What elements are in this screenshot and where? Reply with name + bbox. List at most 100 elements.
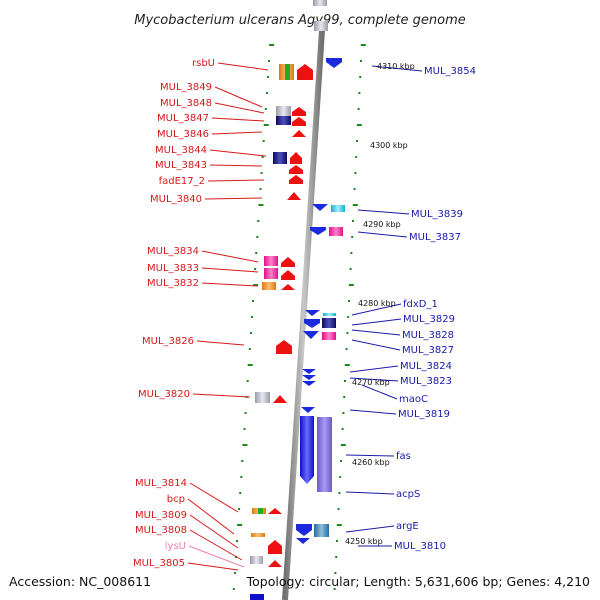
gene-block[interactable] [264, 256, 278, 266]
gene-arrow[interactable] [310, 227, 326, 235]
ruler-tick [356, 124, 362, 126]
gene-arrow[interactable] [296, 538, 310, 544]
gene-label[interactable]: MUL_3808 [135, 525, 187, 536]
gene-label[interactable]: MUL_3832 [147, 278, 199, 289]
gene-label[interactable]: bcp [167, 494, 185, 505]
gene-label[interactable]: fdxD_1 [403, 299, 438, 310]
gene-arrow[interactable] [302, 369, 316, 374]
ruler-tick [248, 348, 251, 350]
gene-label[interactable]: MUL_3824 [400, 361, 452, 372]
gene-block[interactable] [250, 594, 264, 600]
ruler-tick [240, 476, 243, 478]
gene-label[interactable]: MUL_3843 [155, 160, 207, 171]
leader-line [187, 498, 235, 535]
gene-label[interactable]: MUL_3834 [147, 246, 199, 257]
gene-label[interactable]: MUL_3839 [411, 209, 463, 220]
gene-block[interactable] [255, 392, 270, 403]
gene-arrow[interactable] [268, 508, 282, 514]
ruler-tick [356, 140, 358, 142]
ruler-tick [261, 156, 264, 158]
gene-arrow[interactable] [296, 524, 312, 536]
ruler-tick [354, 172, 357, 174]
gene-arrow[interactable] [302, 381, 316, 386]
ruler-tick [263, 124, 269, 126]
gene-block[interactable] [262, 282, 276, 290]
gene-label[interactable]: MUL_3833 [147, 263, 199, 274]
gene-arrow[interactable] [304, 319, 320, 328]
gene-arrow[interactable] [326, 58, 342, 68]
gene-block[interactable] [276, 116, 291, 125]
gene-block[interactable] [322, 332, 336, 340]
gene-block[interactable] [317, 417, 332, 492]
gene-label[interactable]: MUL_3849 [160, 82, 212, 93]
gene-label[interactable]: argE [396, 521, 419, 532]
gene-arrow[interactable] [302, 375, 316, 380]
gene-label[interactable]: fadE17_2 [159, 176, 205, 187]
gene-label[interactable]: MUL_3826 [142, 336, 194, 347]
gene-arrow[interactable] [290, 152, 302, 164]
gene-arrow[interactable] [281, 284, 295, 290]
gene-block[interactable] [329, 227, 343, 236]
gene-block[interactable] [314, 524, 329, 537]
gene-label[interactable]: MUL_3840 [150, 194, 202, 205]
gene-label[interactable]: MUL_3827 [402, 345, 454, 356]
gene-arrow[interactable] [301, 407, 315, 413]
gene-label[interactable]: MUL_3829 [403, 314, 455, 325]
gene-block[interactable] [314, 21, 328, 31]
gene-label[interactable]: rsbU [192, 58, 215, 69]
gene-label[interactable]: MUL_3805 [133, 558, 185, 569]
gene-label[interactable]: MUL_3819 [398, 409, 450, 420]
ruler-tick [341, 428, 344, 430]
gene-block[interactable] [264, 268, 278, 279]
gene-label[interactable]: MUL_3809 [135, 510, 187, 521]
gene-arrow[interactable] [268, 540, 282, 554]
gene-arrow[interactable] [292, 117, 306, 126]
gene-arrow[interactable] [312, 204, 328, 211]
gene-block[interactable] [251, 533, 265, 537]
gene-block[interactable] [273, 152, 287, 164]
gene-label[interactable]: fas [396, 451, 411, 462]
gene-block[interactable] [250, 556, 263, 564]
gene-label[interactable]: MUL_3810 [394, 541, 446, 552]
gene-arrow[interactable] [281, 257, 295, 267]
gene-label[interactable]: MUL_3823 [400, 376, 452, 387]
gene-arrow[interactable] [305, 310, 320, 316]
gene-arrow[interactable] [287, 192, 301, 200]
gene-arrow[interactable] [268, 560, 282, 567]
gene-arrow[interactable] [303, 331, 319, 339]
gene-arrow[interactable] [297, 64, 313, 80]
gene-block[interactable] [322, 318, 336, 328]
gene-label[interactable]: MUL_3848 [160, 98, 212, 109]
leader-line [217, 62, 269, 71]
gene-arrow[interactable] [300, 416, 314, 484]
gene-arrow[interactable] [281, 270, 295, 280]
gene-label[interactable]: acpS [396, 489, 420, 500]
ruler-tick [348, 300, 350, 302]
gene-label[interactable]: MUL_3846 [157, 129, 209, 140]
gene-arrow[interactable] [292, 107, 306, 116]
gene-label[interactable]: MUL_3847 [157, 113, 209, 124]
gene-label[interactable]: lysU [165, 541, 186, 552]
map-title: Mycobacterium ulcerans Agy99, complete g… [134, 13, 466, 28]
gene-arrow[interactable] [289, 165, 303, 174]
gene-label[interactable]: MUL_3854 [424, 66, 476, 77]
gene-block[interactable] [313, 0, 327, 6]
gene-arrow[interactable] [276, 340, 292, 354]
gene-arrow[interactable] [289, 175, 303, 184]
gene-block[interactable] [276, 106, 291, 116]
gene-label[interactable]: MUL_3828 [402, 330, 454, 341]
gene-label[interactable]: MUL_3820 [138, 389, 190, 400]
gene-arrow[interactable] [273, 395, 287, 403]
gene-block[interactable] [331, 205, 345, 212]
ruler-tick [259, 188, 262, 190]
gene-label[interactable]: maoC [399, 394, 428, 405]
genome-backbone [282, 29, 325, 600]
gene-label[interactable]: MUL_3837 [409, 232, 461, 243]
gene-label[interactable]: MUL_3844 [155, 145, 207, 156]
gene-block[interactable] [323, 313, 336, 316]
gene-block[interactable] [258, 508, 263, 514]
gene-block[interactable] [285, 64, 290, 80]
gene-arrow[interactable] [292, 130, 306, 137]
ruler-tick [254, 268, 257, 270]
gene-label[interactable]: MUL_3814 [135, 478, 187, 489]
